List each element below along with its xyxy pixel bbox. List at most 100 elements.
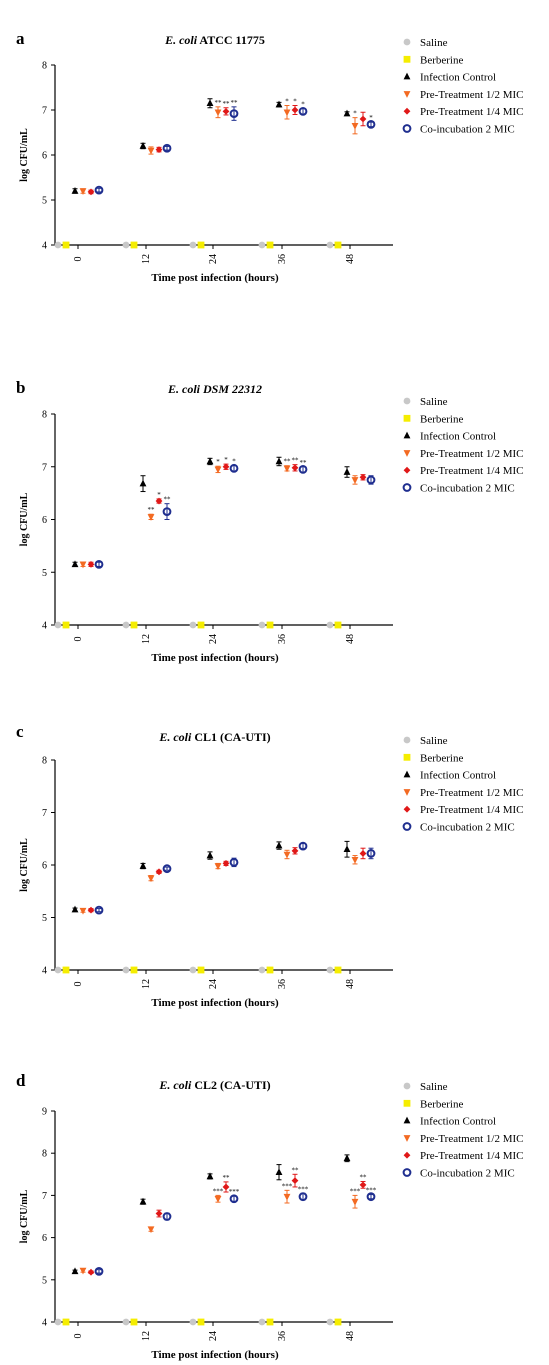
significance-label: ** [215,99,223,107]
y-tick-label: 6 [42,861,47,872]
data-point [258,621,266,629]
data-point [206,851,214,859]
data-point [147,875,155,883]
data-point [359,115,367,123]
data-point [283,1193,291,1201]
legend-marker [403,466,411,474]
data-point [155,497,163,505]
series-berberine [62,1318,342,1326]
data-point [291,464,299,472]
series-coincubation [94,841,376,915]
legend-label: Pre-Treatment 1/4 MIC [420,1150,523,1162]
data-point [266,1318,274,1326]
data-point [214,109,222,117]
series-infection-control [71,1154,351,1275]
x-tick-label: 48 [345,979,356,989]
y-tick-label: 8 [42,410,47,421]
y-tick-label: 7 [42,808,47,819]
data-point [62,621,70,629]
data-point [326,621,334,629]
data-point [54,241,62,249]
legend-label: Pre-Treatment 1/2 MIC [420,1133,523,1145]
legend-marker [403,450,411,457]
panel-a: a E. coli ATCC 11775 4 5 6 7 8 0 12 24 36 48 Time po… [16,29,523,284]
x-tick-label: 12 [141,979,152,989]
y-tick-label: 8 [42,1149,47,1160]
data-point [334,621,342,629]
legend-marker [402,483,412,492]
data-point [359,1181,367,1189]
y-tick-label: 8 [42,756,47,767]
data-point [122,621,130,629]
data-point [334,1318,342,1326]
series-pretreatment-quarter [87,847,367,914]
significance-label: *** [350,1187,361,1195]
panel-c: c E. coli CL1 (CA-UTI) 4 5 6 7 8 0 12 24 36 48 Time … [16,722,523,1009]
legend-label: Co-incubation 2 MIC [420,822,515,834]
data-point [62,966,70,974]
data-point [298,464,308,474]
data-point [155,146,163,153]
legend-label: Co-incubation 2 MIC [420,124,515,136]
series-pretreatment-quarter: ** ** [87,456,367,568]
data-point [351,477,359,484]
series-berberine [62,621,342,629]
legend-label: Co-incubation 2 MIC [420,1168,515,1180]
data-point [62,1318,70,1326]
data-point [275,457,283,465]
y-tick-label: 5 [42,196,47,207]
significance-label: * [216,458,220,466]
data-point [222,1183,230,1191]
x-tick-label: 36 [277,254,288,264]
legend-marker [402,124,412,133]
x-tick-label: 24 [208,634,219,644]
significance-label: * [285,98,289,106]
data-point [189,966,197,974]
data-point [229,463,239,473]
data-point [214,1195,222,1203]
significance-label: ** [164,496,172,504]
data-point [222,107,230,115]
legend-label: Saline [420,396,448,408]
data-point [334,241,342,249]
data-point [351,1198,359,1206]
legend-marker [402,822,412,831]
data-point [359,850,367,857]
significance-label: ** [292,457,300,465]
data-point [94,1266,104,1276]
x-axis-label: Time post infection (hours) [151,997,279,1009]
y-tick-label: 6 [42,151,47,162]
legend-marker [403,1099,411,1107]
significance-label: * [232,458,236,466]
panel-letter: c [16,722,24,741]
y-axis-label: log CFU/mL [19,1189,30,1243]
significance-label: * [353,110,357,118]
data-point [189,1318,197,1326]
data-point [326,966,334,974]
data-point [130,621,138,629]
data-point [229,857,239,867]
x-axis-label: Time post infection (hours) [151,1349,279,1361]
significance-label: ** [148,506,156,514]
series-saline [54,621,334,629]
data-point [54,966,62,974]
significance-label: ** [223,100,231,108]
data-point [94,905,104,915]
x-tick-label: 24 [208,1331,219,1341]
legend-label: Infection Control [420,431,496,443]
data-point [258,966,266,974]
data-point [189,621,197,629]
x-tick-label: 48 [345,634,356,644]
legend-label: Berberine [420,413,463,425]
y-tick-label: 4 [42,966,47,977]
chart-title: E. coli DSM 22312 [167,382,262,396]
data-point [366,120,376,129]
data-point [258,241,266,249]
data-point [87,1268,95,1276]
panel-d: d E. coli CL2 (CA-UTI) 4 5 6 7 8 9 0 12 24 36 48 Time… [16,1071,523,1361]
significance-label: *** [298,1185,309,1193]
series-saline [54,966,334,974]
legend-marker [403,736,411,744]
legend-label: Infection Control [420,72,496,84]
series-coincubation: *** *** *** [94,1185,377,1276]
